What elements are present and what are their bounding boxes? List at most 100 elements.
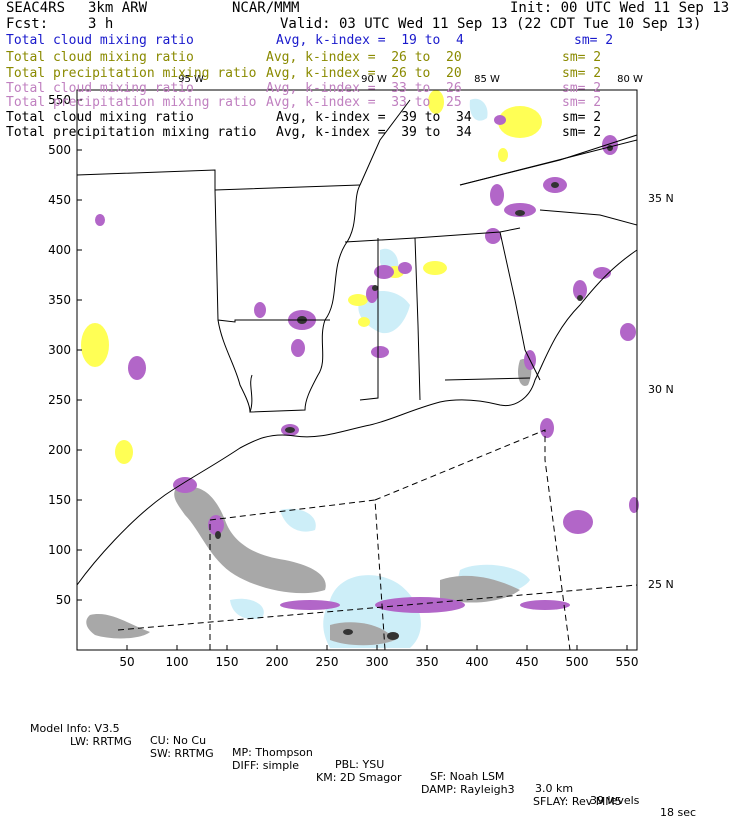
precip-field-purple [398, 262, 412, 274]
precip-field-purple [375, 597, 465, 613]
init-time: Init: 00 UTC Wed 11 Sep 13 [510, 0, 730, 16]
state-boundary [344, 227, 521, 243]
shortwave-scheme: SW: RRTMG [150, 747, 214, 760]
fcst-label: Fcst: [6, 16, 49, 32]
longitude-label: 80 W [617, 74, 643, 85]
damping-option: DAMP: Rayleigh3 [421, 783, 515, 796]
legend-smoothing: sm= 2 [562, 110, 602, 125]
precip-field-purple [254, 302, 266, 318]
precip-field-purple [371, 346, 389, 358]
legend-field-name: Total cloud mixing ratio [6, 110, 194, 125]
legend-field-name: Total precipitation mixing ratio [6, 125, 257, 140]
diffusion-option: DIFF: simple [232, 759, 300, 772]
latitude-label: 25 N [648, 578, 674, 591]
convective-core [515, 210, 525, 216]
convective-core [285, 427, 295, 433]
x-tick-label: 500 [566, 655, 589, 669]
precip-field-gray [330, 622, 395, 646]
state-boundary [76, 169, 361, 191]
x-tick-label: 400 [466, 655, 489, 669]
state-boundary [217, 319, 251, 413]
legend-k-index: Avg, k-index = 26 to 20 [266, 50, 462, 65]
x-tick-label: 350 [416, 655, 439, 669]
cloud-field-yellow [423, 261, 447, 275]
convective-core [372, 285, 378, 291]
weather-map: 50 100 150 200 250 300 350 400 450 500 550 50 100 150… [48, 74, 674, 669]
state-boundary [459, 134, 638, 186]
project-label: SEAC4RS [6, 0, 66, 16]
latitude-label: 35 N [648, 192, 674, 205]
legend-field-name: Total cloud mixing ratio [6, 81, 194, 96]
legend-row: Total precipitation mixing ratio Avg, k-i… [6, 126, 726, 140]
precip-field-gray [440, 575, 520, 603]
fcst-value: 3 h [88, 16, 114, 32]
cloud-field-yellow [81, 323, 109, 367]
precip-field-gray [86, 613, 150, 639]
y-tick-label: 100 [48, 543, 71, 557]
y-tick-label: 300 [48, 343, 71, 357]
legend-k-index: Avg, k-index = 33 to 26 [266, 81, 462, 96]
state-boundary [539, 209, 638, 226]
legend-row: Total cloud mixing ratio Avg, k-index = 3… [6, 82, 726, 96]
precip-field-purple [520, 600, 570, 610]
y-tick-label: 150 [48, 493, 71, 507]
legend-smoothing: sm= 2 [562, 50, 602, 65]
longitude-label: 85 W [474, 74, 500, 85]
precip-field-purple [494, 115, 506, 125]
state-boundary [414, 237, 421, 401]
legend-row: Total cloud mixing ratio Avg, k-index = 2… [6, 51, 726, 65]
y-tick-label: 400 [48, 243, 71, 257]
precip-field-purple [490, 184, 504, 206]
legend-k-index: Avg, k-index = 19 to 4 [276, 33, 464, 48]
x-tick-label: 200 [266, 655, 289, 669]
maritime-boundary [209, 499, 386, 651]
cloud-field-light-blue [280, 508, 316, 532]
cloud-field-yellow [498, 148, 508, 162]
legend-k-index: Avg, k-index = 39 to 34 [276, 125, 472, 140]
longitude-label: 95 W [178, 74, 204, 85]
legend-smoothing: sm= 2 [562, 81, 602, 96]
state-boundary [444, 377, 531, 381]
convective-core [215, 531, 221, 539]
state-boundary [214, 189, 330, 323]
convective-core [387, 632, 399, 640]
legend-field-name: Total cloud mixing ratio [6, 50, 194, 65]
maritime-boundary [117, 584, 638, 631]
x-tick-label: 250 [316, 655, 339, 669]
cloud-field-yellow [348, 294, 368, 306]
cloud-field-light-blue [230, 598, 264, 620]
x-tick-label: 550 [616, 655, 639, 669]
legend-field-name: Total precipitation mixing ratio [6, 66, 257, 81]
model-version: Model Info: V3.5 [30, 722, 120, 735]
microphysics-scheme: MP: Thompson [232, 746, 313, 759]
precip-field-purple [173, 477, 197, 493]
precip-field-purple [563, 510, 593, 534]
legend-k-index: Avg, k-index = 39 to 34 [276, 110, 472, 125]
legend-row: Total precipitation mixing ratio Avg, k-i… [6, 67, 726, 81]
surface-layer-option: SFLAY: Rev MM5 [533, 795, 622, 808]
maritime-boundary [374, 429, 571, 651]
cumulus-scheme: CU: No Cu [150, 734, 207, 747]
org-label: NCAR/MMM [232, 0, 300, 16]
legend-row: Total cloud mixing ratio Avg, k-index = 3… [6, 111, 726, 125]
valid-time: Valid: 03 UTC Wed 11 Sep 13 (22 CDT Tue … [280, 16, 702, 32]
model-info-line2: LW: RRTMG SW: RRTMG DIFF: simple KM: 2D … [30, 724, 730, 808]
legend-smoothing: sm= 2 [562, 66, 602, 81]
precip-field-purple [620, 323, 636, 341]
state-boundary [359, 99, 411, 186]
precip-field-purple [95, 214, 105, 226]
legend-smoothing: sm= 2 [562, 125, 602, 140]
legend-row: Total cloud mixing ratio Avg, k-index = 1… [6, 34, 726, 48]
y-tick-label: 350 [48, 293, 71, 307]
y-tick-label: 50 [56, 593, 71, 607]
state-boundary [249, 184, 361, 413]
cloud-field-light-blue [469, 98, 488, 121]
precip-field-gray [174, 486, 326, 594]
coastline [76, 249, 638, 586]
precip-field-purple [291, 339, 305, 357]
pbl-scheme: PBL: YSU [335, 758, 385, 771]
cloud-field-yellow [115, 440, 133, 464]
y-tick-label: 500 [48, 143, 71, 157]
precip-field-purple [128, 356, 146, 380]
longwave-scheme: LW: RRTMG [70, 735, 132, 748]
